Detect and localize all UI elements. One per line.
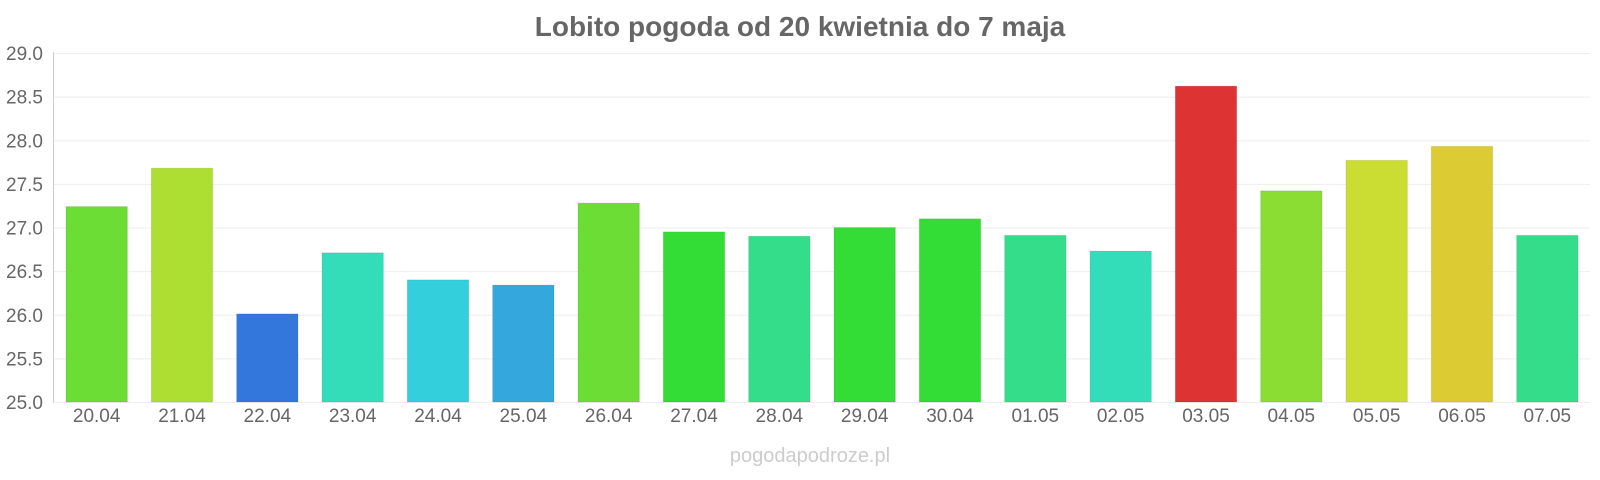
x-tick-label: 29.04 — [841, 406, 889, 427]
x-tick-label: 27.04 — [670, 406, 718, 427]
bar-02.05[interactable] — [1089, 250, 1152, 403]
x-tick-label: 23.04 — [329, 406, 377, 427]
x-tick-label: 01.05 — [1012, 406, 1060, 427]
x-tick-label: 05.05 — [1353, 406, 1401, 427]
x-tick-label: 22.04 — [244, 406, 292, 427]
bar-05.05[interactable] — [1345, 159, 1408, 403]
bar-01.05[interactable] — [1004, 234, 1067, 403]
x-tick-label: 25.04 — [500, 406, 548, 427]
y-tick-label: 29.0 — [6, 44, 43, 65]
x-tick-label: 02.05 — [1097, 406, 1145, 427]
x-tick-label: 26.04 — [585, 406, 633, 427]
bar-20.04[interactable] — [65, 206, 128, 403]
bar-24.04[interactable] — [406, 279, 470, 403]
y-axis-ticks: 25.0 25.5 26.0 26.5 27.0 27.5 28.0 28.5 29.0 — [6, 44, 43, 414]
gridlines — [54, 53, 1590, 403]
bar-06.05[interactable] — [1430, 145, 1494, 403]
y-tick-label: 26.0 — [6, 306, 43, 327]
x-tick-label: 30.04 — [926, 406, 974, 427]
x-tick-label: 06.05 — [1438, 406, 1486, 427]
bar-28.04[interactable] — [748, 235, 811, 403]
bars — [65, 85, 1579, 403]
bar-22.04[interactable] — [236, 313, 299, 403]
bar-04.05[interactable] — [1260, 190, 1323, 403]
bar-30.04[interactable] — [918, 218, 982, 403]
x-axis-ticks: 20.04 21.04 22.04 23.04 24.04 25.04 26.04 27.04… — [73, 406, 1571, 427]
y-tick-label: 28.5 — [6, 88, 43, 109]
x-tick-label: 04.05 — [1268, 406, 1316, 427]
bar-21.04[interactable] — [150, 167, 214, 403]
bar-23.04[interactable] — [321, 252, 384, 403]
bar-07.05[interactable] — [1516, 234, 1579, 403]
y-tick-label: 26.5 — [6, 262, 43, 283]
bar-26.04[interactable] — [577, 202, 640, 403]
y-tick-label: 28.0 — [6, 131, 43, 152]
chart-title: Lobito pogoda od 20 kwietnia do 7 maja — [535, 11, 1066, 42]
y-tick-label: 25.5 — [6, 349, 43, 370]
x-tick-label: 03.05 — [1182, 406, 1230, 427]
x-tick-label: 07.05 — [1524, 406, 1572, 427]
x-tick-label: 28.04 — [756, 406, 804, 427]
x-tick-label: 21.04 — [158, 406, 206, 427]
bar-03.05[interactable] — [1174, 85, 1238, 403]
y-tick-label: 27.0 — [6, 219, 43, 240]
bar-27.04[interactable] — [662, 231, 726, 403]
x-tick-label: 20.04 — [73, 406, 121, 427]
bar-25.04[interactable] — [492, 284, 555, 403]
x-tick-label: 24.04 — [414, 406, 462, 427]
watermark: pogodapodroze.pl — [730, 445, 890, 467]
y-tick-label: 27.5 — [6, 175, 43, 196]
bar-29.04[interactable] — [833, 227, 896, 403]
y-tick-label: 25.0 — [6, 393, 43, 414]
